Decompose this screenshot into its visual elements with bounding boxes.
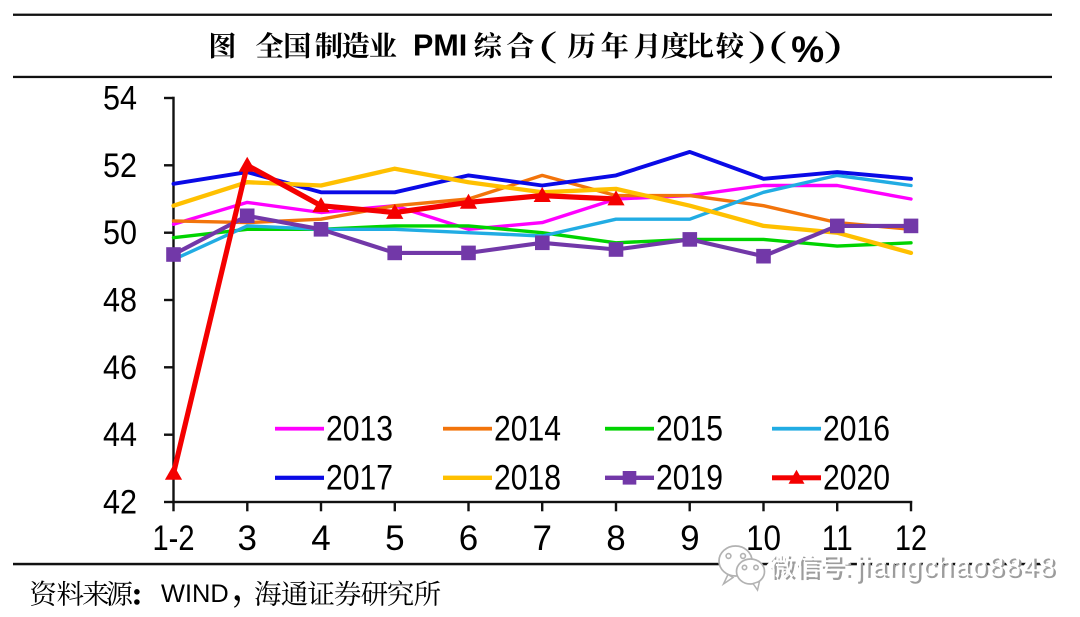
svg-text:4: 4 [311, 519, 330, 558]
svg-text:2019: 2019 [656, 457, 723, 497]
svg-text:50: 50 [103, 214, 137, 252]
svg-text:11: 11 [822, 519, 853, 558]
svg-text:52: 52 [103, 147, 137, 185]
svg-text:1-2: 1-2 [153, 519, 195, 558]
svg-text:54: 54 [103, 80, 137, 118]
svg-text:2013: 2013 [326, 408, 393, 448]
svg-text:42: 42 [103, 484, 137, 522]
svg-text:2018: 2018 [494, 457, 561, 497]
svg-text:3: 3 [237, 519, 256, 558]
svg-text:2016: 2016 [823, 408, 890, 448]
svg-text:9: 9 [680, 519, 699, 558]
svg-text:2014: 2014 [494, 408, 561, 448]
svg-text:46: 46 [103, 349, 137, 387]
svg-text:2015: 2015 [656, 408, 723, 448]
svg-text:44: 44 [103, 416, 137, 454]
svg-text:6: 6 [459, 519, 478, 558]
svg-text:7: 7 [532, 519, 551, 558]
svg-text:10: 10 [746, 519, 781, 558]
svg-text:8: 8 [606, 519, 625, 558]
svg-text:48: 48 [103, 282, 137, 320]
svg-text:12: 12 [895, 519, 927, 558]
svg-text:5: 5 [385, 519, 404, 558]
svg-text:2017: 2017 [326, 457, 393, 497]
svg-text:2020: 2020 [823, 457, 890, 497]
